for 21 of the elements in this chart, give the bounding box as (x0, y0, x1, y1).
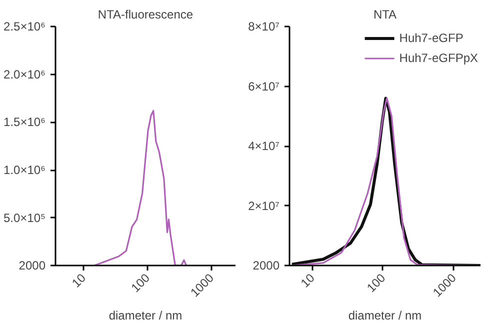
y-tick-label: 5.0×10⁵ (3, 210, 46, 225)
y-tick-label: 1.0×10⁶ (4, 163, 46, 178)
x-axis-title: diameter / nm (348, 308, 422, 323)
y-tick-label: 2×10⁷ (248, 198, 280, 213)
x-tick-label: 10 (298, 270, 318, 290)
chart-title: NTA (373, 8, 397, 22)
x-tick-label: 100 (128, 270, 153, 295)
legend-label: Huh7-eGFP (399, 31, 464, 45)
y-tick-label: 2000 (18, 258, 46, 272)
y-tick-label: 2.5×10⁶ (4, 20, 46, 34)
x-tick-label: 100 (364, 270, 388, 295)
y-tick-label: 2.0×10⁶ (4, 67, 46, 82)
x-axis-title: diameter / nm (108, 308, 182, 323)
legend-label: Huh7-eGFPpX (399, 51, 478, 65)
y-tick-label: 6×10⁷ (248, 79, 280, 94)
y-tick-label: 4×10⁷ (248, 139, 280, 154)
y-tick-label: 2000 (252, 258, 280, 272)
x-tick-label: 10 (69, 270, 89, 290)
chart-title: NTA-fluorescence (98, 8, 194, 22)
y-tick-label: 1.5×10⁶ (4, 115, 46, 130)
y-tick-label: 8×10⁷ (248, 20, 280, 34)
